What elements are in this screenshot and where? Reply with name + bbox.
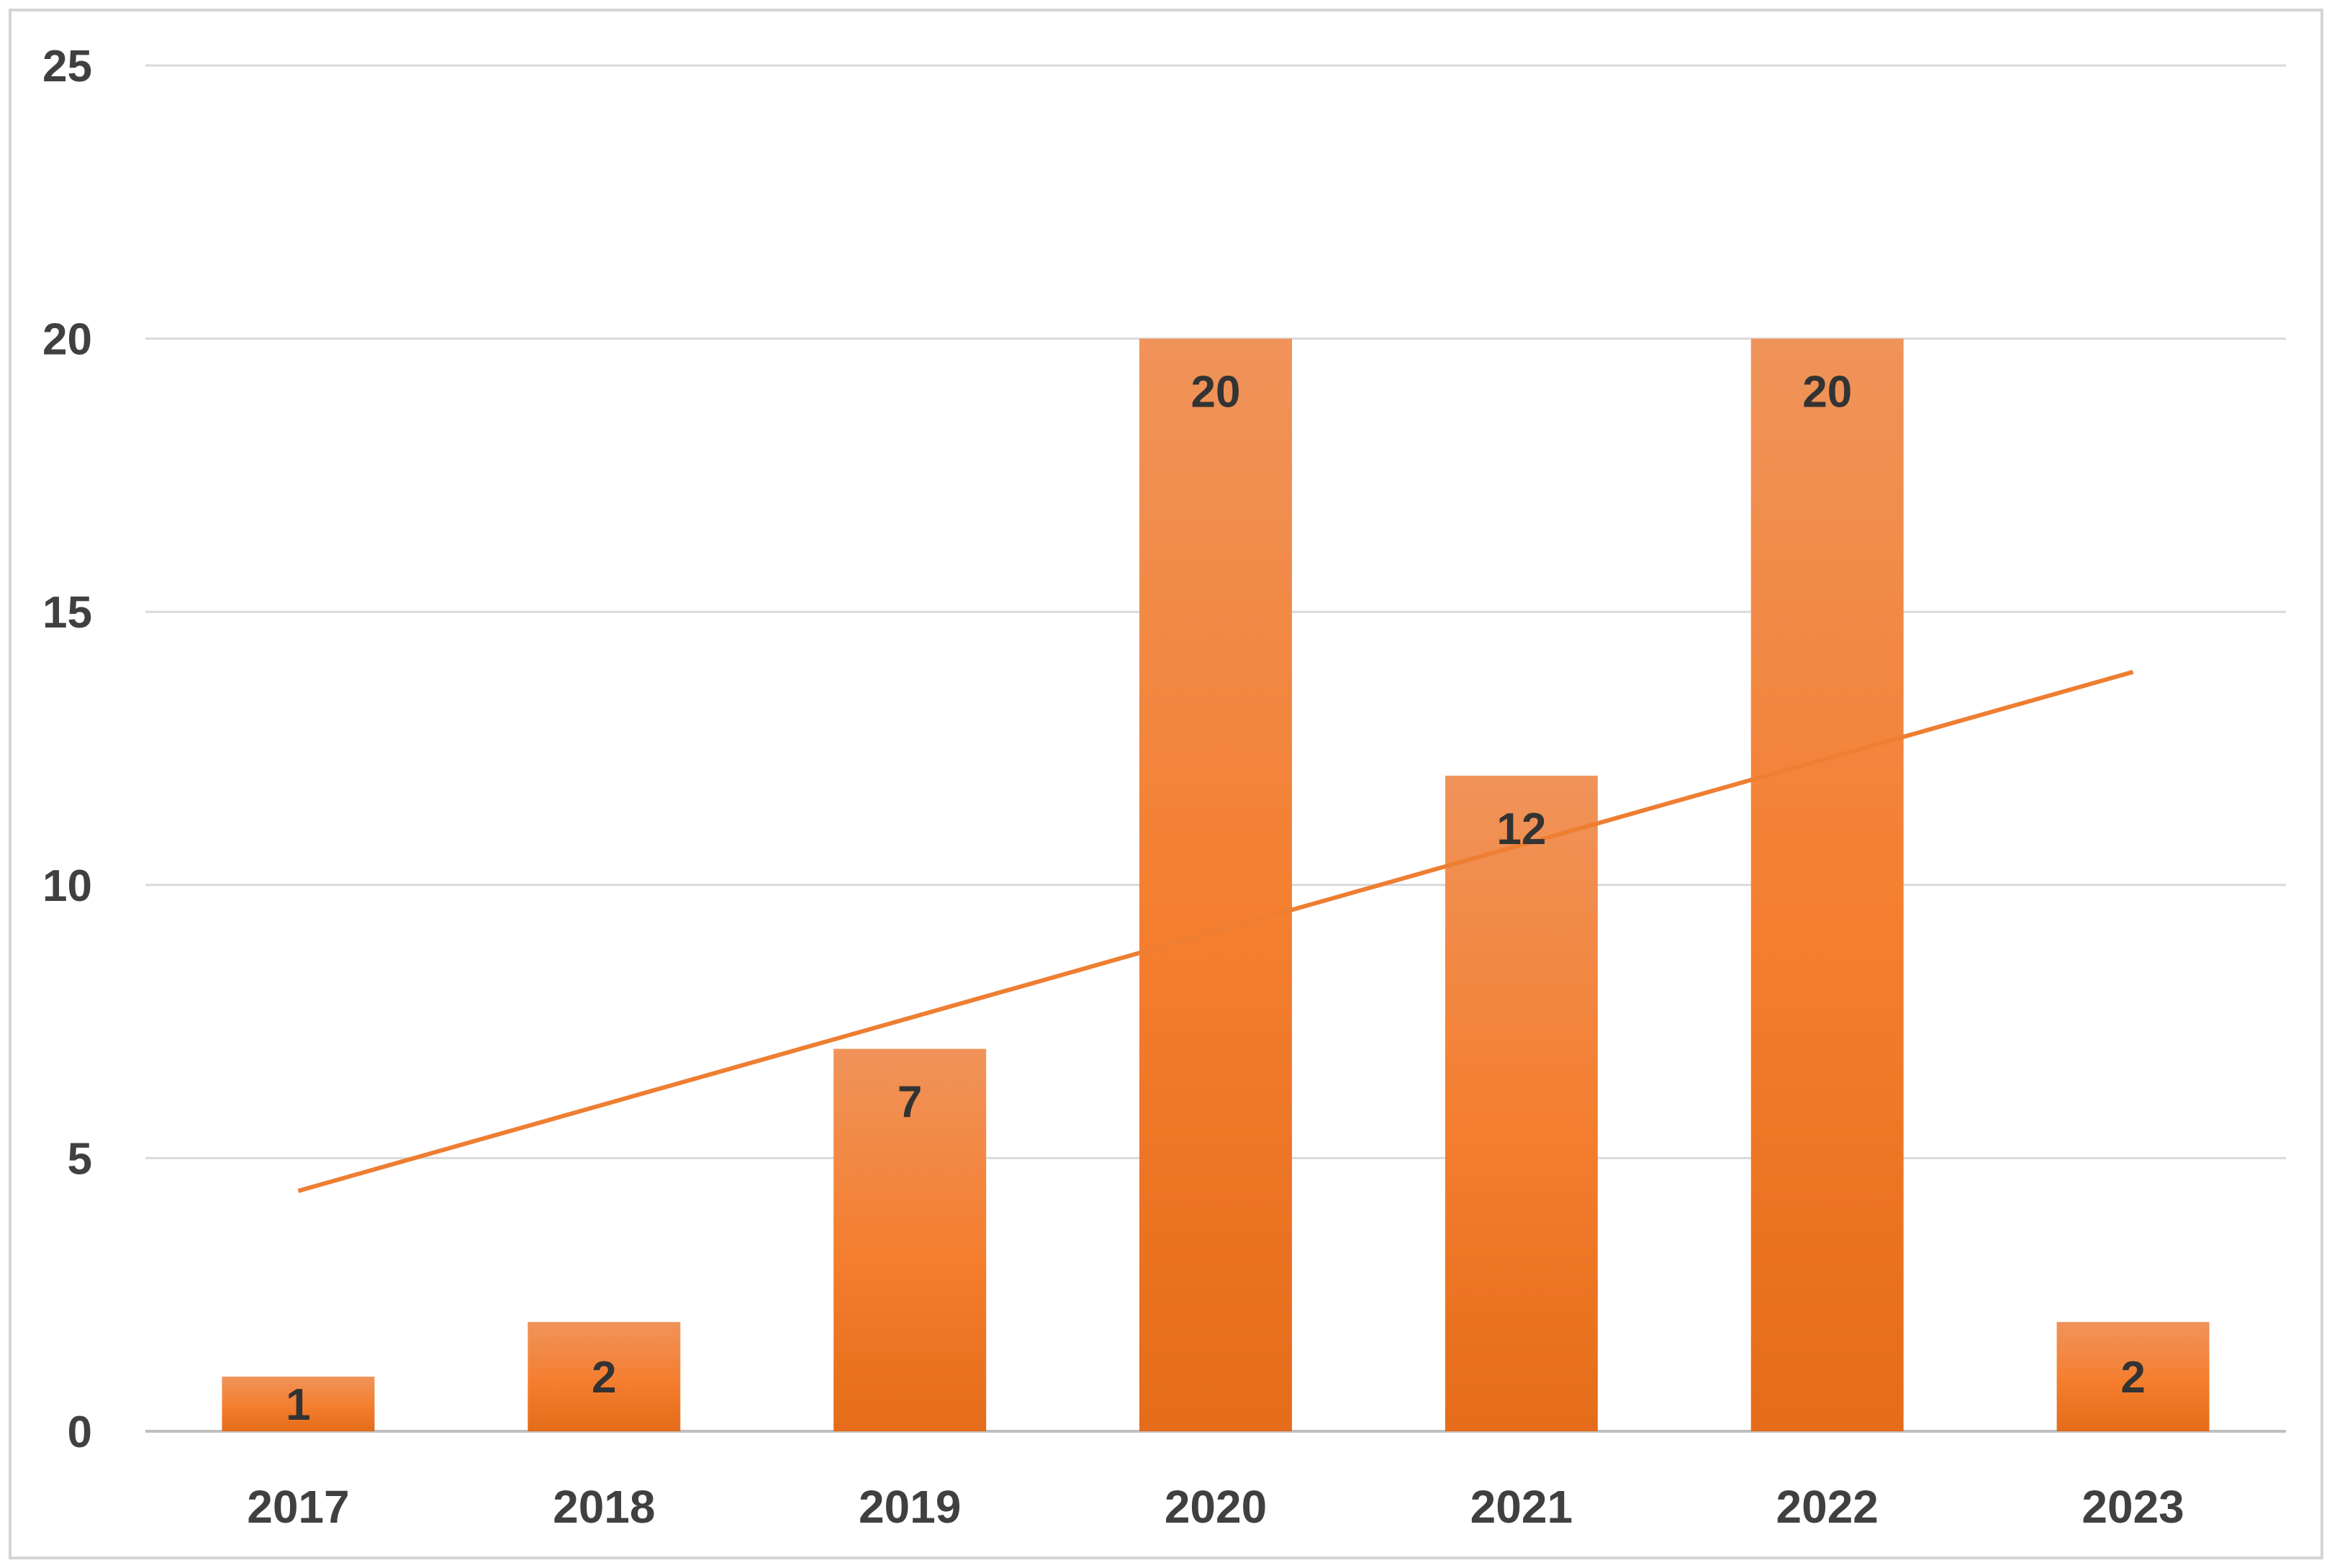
y-tick-label: 10	[42, 861, 92, 911]
y-axis-tick-labels: 0 5 10 15 20 25	[42, 42, 92, 1457]
trendline	[297, 669, 2134, 1193]
x-tick-label: 2019	[859, 1481, 961, 1533]
x-tick-label: 2022	[1776, 1481, 1879, 1533]
y-tick-label: 25	[42, 42, 92, 91]
x-tick-label: 2020	[1165, 1481, 1267, 1533]
data-label: 7	[898, 1078, 922, 1128]
bar	[1750, 338, 1904, 1432]
y-tick-label: 0	[68, 1408, 92, 1457]
bar	[2056, 1322, 2210, 1431]
y-tick-label: 15	[42, 588, 92, 638]
x-tick-label: 2018	[553, 1481, 655, 1533]
data-label: 20	[1191, 368, 1241, 417]
data-label: 12	[1496, 805, 1546, 854]
bar	[528, 1322, 681, 1431]
bar	[222, 1377, 375, 1431]
bar	[1445, 775, 1598, 1431]
bars	[222, 338, 2210, 1432]
data-label: 2	[2120, 1353, 2145, 1402]
chart-frame: 1 2 7 20 12 20 2 0 5 10 15 20 25 2017 2018 2019 2020 20…	[9, 9, 2323, 1559]
data-label: 1	[286, 1380, 310, 1430]
bar	[833, 1048, 987, 1431]
x-tick-label: 2017	[247, 1481, 349, 1533]
trendline-layer	[297, 669, 2134, 1193]
bar	[1139, 338, 1292, 1432]
y-tick-label: 20	[42, 315, 92, 365]
data-label: 20	[1802, 368, 1852, 417]
x-tick-label: 2021	[1470, 1481, 1573, 1533]
x-axis-tick-labels: 2017 2018 2019 2020 2021 2022 2023	[247, 1481, 2184, 1533]
data-label: 2	[592, 1353, 616, 1402]
y-tick-label: 5	[68, 1134, 92, 1184]
x-tick-label: 2023	[2082, 1481, 2184, 1533]
